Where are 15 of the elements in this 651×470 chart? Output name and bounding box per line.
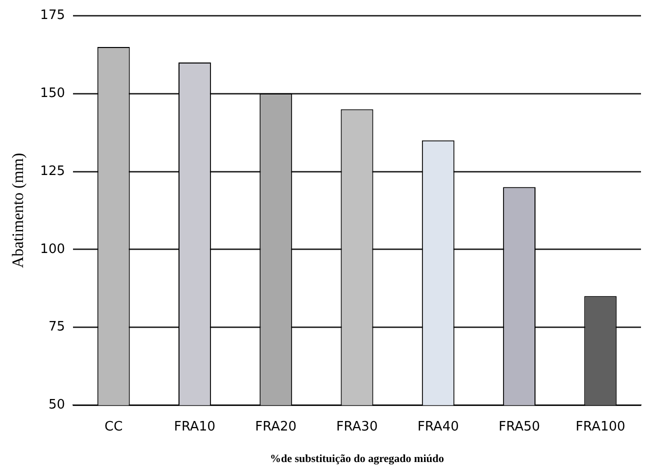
x-tick-label: FRA40: [417, 419, 459, 434]
y-tick-label: 150: [40, 86, 66, 102]
y-axis-title: Abatimento (mm): [10, 152, 27, 268]
y-tick-label: 100: [40, 242, 66, 257]
x-axis-title: %de substituição do agregado miúdo: [270, 453, 444, 466]
x-tick-label: FRA50: [498, 419, 540, 434]
y-tick-label: 75: [48, 320, 66, 335]
x-tick-label: FRA20: [255, 419, 297, 434]
x-tick-label: FRA30: [336, 419, 378, 434]
y-tick-label: 125: [40, 164, 66, 179]
y-tick-label: 175: [40, 8, 66, 24]
x-tick-label: FRA100: [576, 419, 626, 434]
x-tick-label: FRA10: [174, 419, 216, 434]
x-tick-label: CC: [104, 419, 123, 434]
y-tick-label: 50: [48, 398, 66, 413]
